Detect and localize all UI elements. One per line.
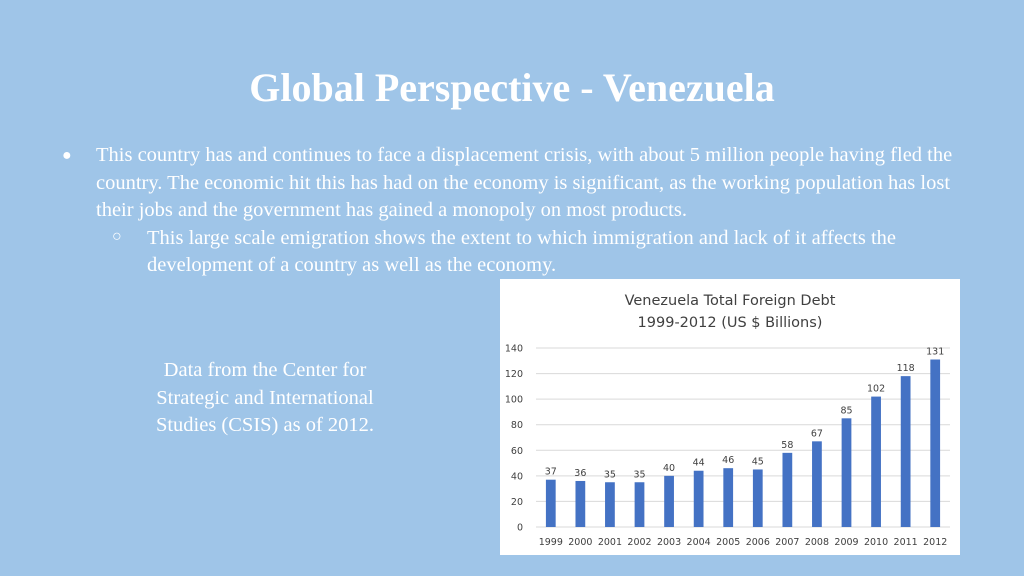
x-tick-label: 2011 <box>894 537 918 548</box>
slide-title: Global Perspective - Venezuela <box>249 65 775 110</box>
source-note: Data from the Center for Strategic and I… <box>155 359 375 436</box>
x-tick-label: 2005 <box>716 537 740 548</box>
data-label: 131 <box>926 347 944 358</box>
x-tick-label: 2006 <box>746 537 770 548</box>
x-tick-label: 2001 <box>598 537 622 548</box>
data-label: 58 <box>781 440 793 451</box>
y-tick-label: 100 <box>505 395 523 406</box>
bars <box>545 359 941 527</box>
bar-2004 <box>693 470 704 527</box>
bar-2006 <box>752 469 763 527</box>
data-labels: 37 36 35 35 40 44 46 45 58 67 85 102 118 131 <box>545 347 945 481</box>
bar-2003 <box>664 475 674 527</box>
x-tick-label: 2000 <box>568 537 592 548</box>
x-tick-label: 2004 <box>687 537 711 548</box>
x-tick-label: 2002 <box>627 537 651 548</box>
bar-1999 <box>545 479 556 527</box>
data-label: 35 <box>633 469 645 480</box>
bar-2005 <box>723 468 734 527</box>
data-label: 118 <box>897 363 915 374</box>
chart-title-line-2: 1999-2012 (US $ Billions) <box>638 315 823 331</box>
bar-2011 <box>900 376 911 527</box>
bullet-dot-icon: ● <box>62 147 72 164</box>
hollow-circle-icon: ○ <box>112 227 122 245</box>
x-tick-label: 2007 <box>775 537 799 548</box>
data-label: 40 <box>663 463 675 474</box>
bar-2009 <box>841 418 852 527</box>
data-label: 45 <box>752 456 764 467</box>
chart-container: Venezuela Total Foreign Debt 1999-2012 (… <box>500 279 960 555</box>
x-axis-ticks: 1999 2000 2001 2002 2003 2004 2005 2006 2007 2008… <box>539 537 948 548</box>
y-tick-label: 40 <box>511 471 523 482</box>
bar-2002 <box>634 482 645 527</box>
gridlines <box>536 347 950 528</box>
bar-2010 <box>871 396 881 527</box>
x-tick-label: 2009 <box>834 537 858 548</box>
data-label: 102 <box>867 384 885 395</box>
y-tick-label: 0 <box>517 523 523 534</box>
data-label: 37 <box>545 467 557 478</box>
bar-2008 <box>812 441 822 527</box>
y-tick-label: 140 <box>505 344 523 355</box>
y-tick-label: 80 <box>511 420 523 431</box>
y-tick-label: 120 <box>505 369 523 380</box>
data-label: 67 <box>811 428 823 439</box>
chart-title-line-1: Venezuela Total Foreign Debt <box>625 293 836 309</box>
data-label: 85 <box>840 405 852 416</box>
x-tick-label: 2008 <box>805 537 829 548</box>
x-tick-label: 1999 <box>539 537 563 548</box>
x-tick-label: 2012 <box>923 537 947 548</box>
data-label: 35 <box>604 469 616 480</box>
debt-bar-chart: Venezuela Total Foreign Debt 1999-2012 (… <box>505 293 950 548</box>
data-label: 36 <box>574 468 586 479</box>
data-label: 46 <box>722 455 734 466</box>
bullet-list: ● This country has and continues to face… <box>60 142 990 280</box>
sub-bullet-item: ○ This large scale emigration shows the … <box>60 225 990 280</box>
y-axis-ticks: 0 20 40 60 80 100 120 140 <box>505 344 523 534</box>
data-label: 44 <box>693 458 705 469</box>
x-tick-label: 2010 <box>864 537 888 548</box>
y-tick-label: 20 <box>511 497 523 508</box>
bar-2000 <box>575 480 586 527</box>
sub-bullet-text: This large scale emigration shows the ex… <box>147 226 896 277</box>
x-tick-label: 2003 <box>657 537 681 548</box>
bar-2007 <box>782 452 793 527</box>
bar-2012 <box>930 359 941 527</box>
bullet-item: ● This country has and continues to face… <box>60 142 990 225</box>
bullet-text: This country has and continues to face a… <box>96 144 953 221</box>
y-tick-label: 60 <box>511 446 523 457</box>
bar-2001 <box>605 482 615 527</box>
